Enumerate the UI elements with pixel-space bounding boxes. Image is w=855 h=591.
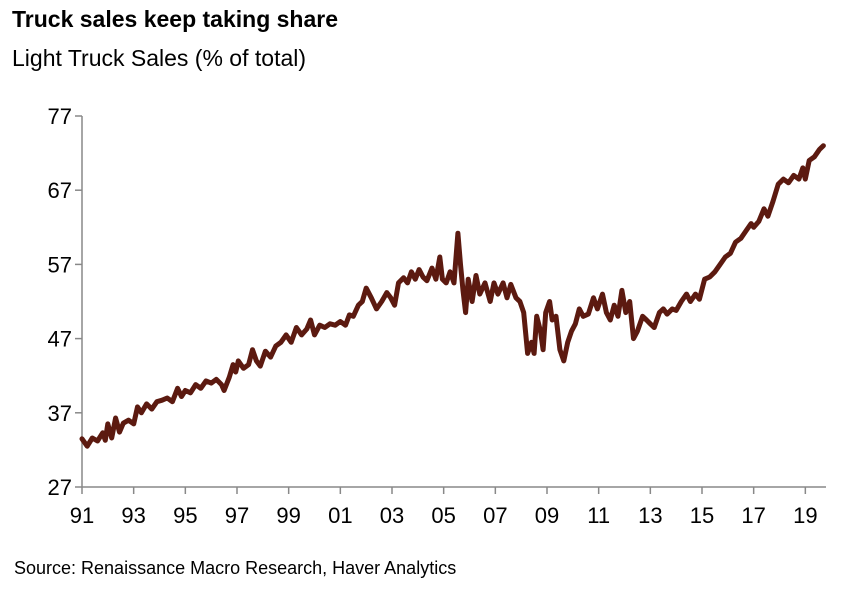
x-tick-label: 03 (380, 503, 404, 528)
y-tick-label: 77 (48, 104, 72, 129)
y-tick-label: 47 (48, 327, 72, 352)
x-tick-label: 09 (535, 503, 559, 528)
y-axis: 27 37 47 57 67 77 (48, 104, 83, 500)
x-tick-label: 17 (741, 503, 765, 528)
series-line (79, 143, 826, 449)
x-tick-label: 19 (793, 503, 817, 528)
x-tick-label: 99 (276, 503, 300, 528)
y-tick-label: 27 (48, 475, 72, 500)
y-tick-label: 67 (48, 178, 72, 203)
source-note: Source: Renaissance Macro Research, Have… (14, 558, 457, 578)
series-layer (79, 143, 826, 449)
x-tick-label: 01 (328, 503, 352, 528)
chart-subtitle: Light Truck Sales (% of total) (12, 45, 307, 71)
chart-title: Truck sales keep taking share (12, 6, 339, 32)
x-tick-label: 91 (70, 503, 94, 528)
x-tick-label: 95 (173, 503, 197, 528)
x-axis: 91 93 95 97 99 01 03 05 07 09 11 13 15 17 19 (70, 486, 826, 528)
x-tick-label: 07 (483, 503, 507, 528)
x-tick-label: 93 (121, 503, 145, 528)
x-tick-label: 11 (587, 503, 610, 528)
x-tick-label: 05 (431, 503, 455, 528)
x-tick-label: 13 (638, 503, 662, 528)
x-tick-label: 97 (225, 503, 249, 528)
y-tick-label: 57 (48, 252, 72, 277)
x-tick-label: 15 (690, 503, 714, 528)
y-tick-label: 37 (48, 401, 72, 426)
